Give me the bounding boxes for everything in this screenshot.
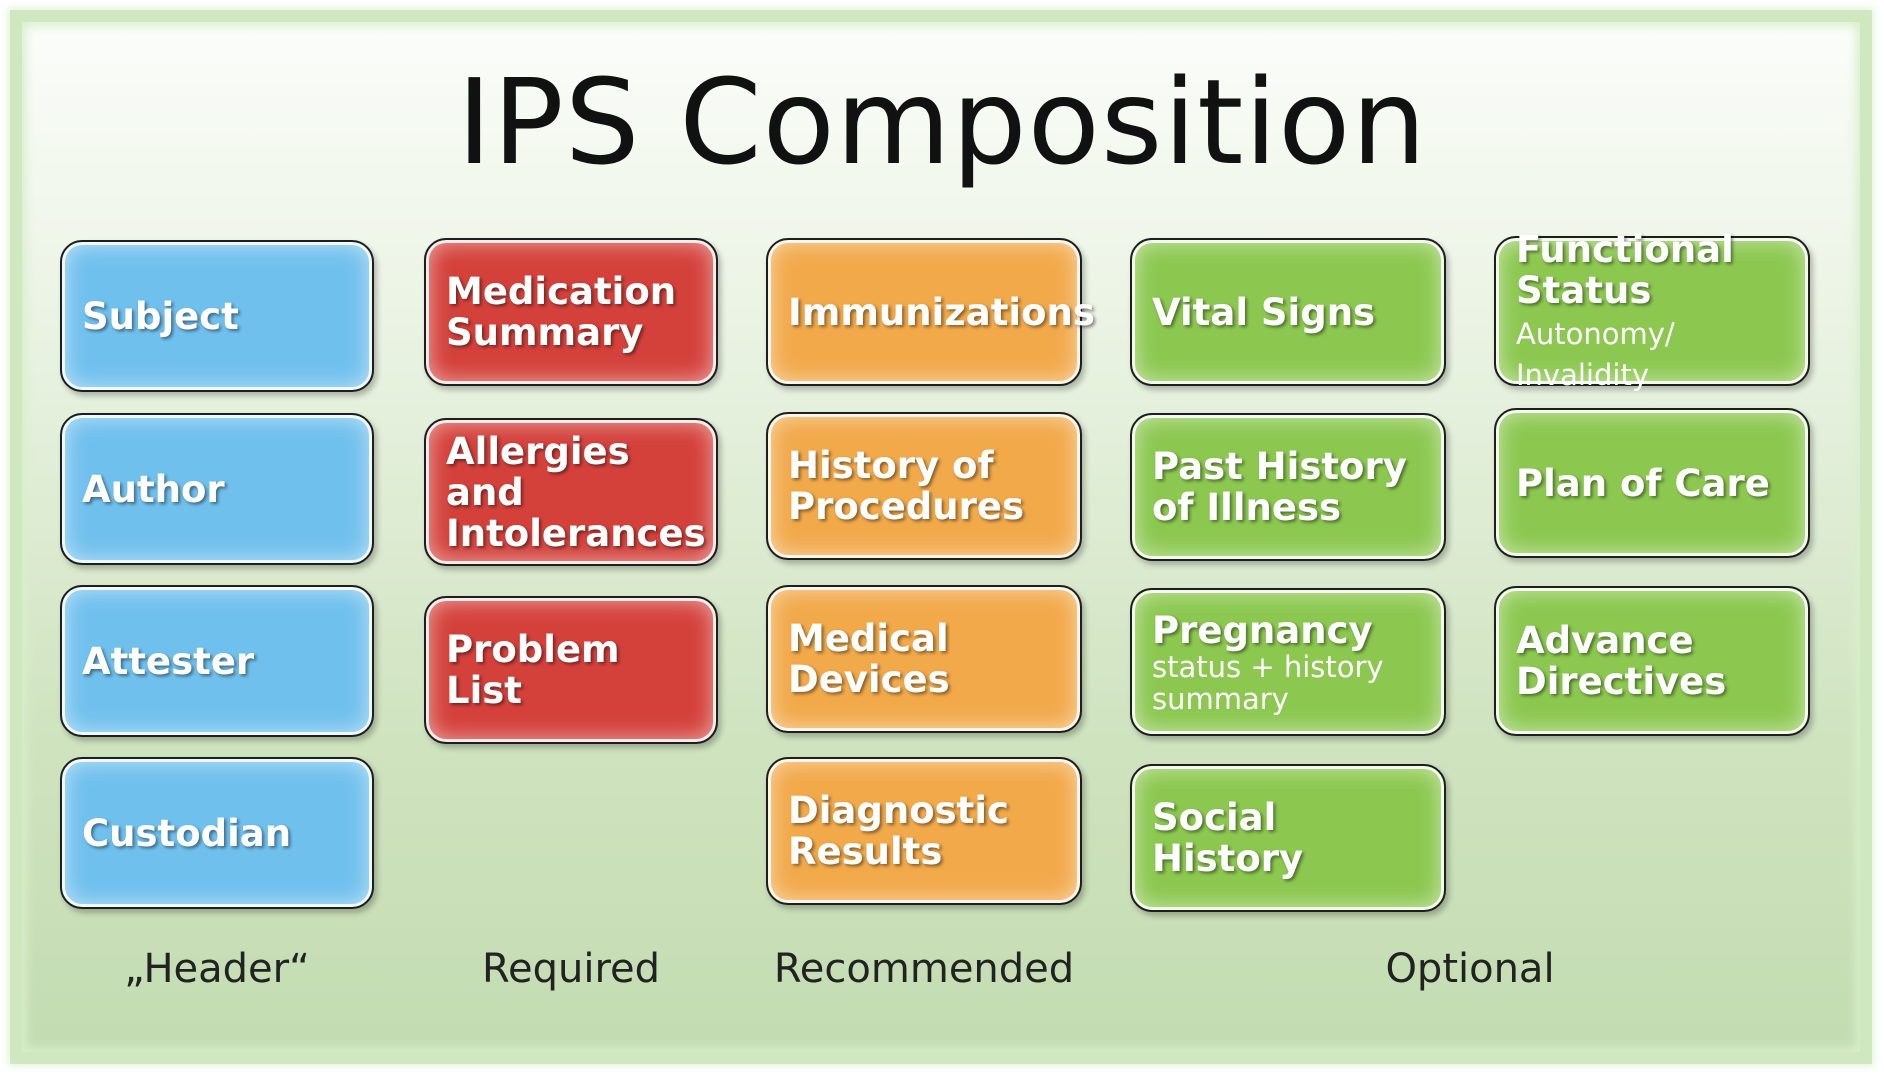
box-label: Social History [1152, 796, 1304, 880]
box-vital-signs: Vital Signs [1130, 238, 1446, 386]
label-required: Required [481, 946, 661, 992]
box-label-wrap: Functional Status Autonomy/ Invalidity [1516, 229, 1788, 393]
label-header: „Header“ [124, 946, 310, 992]
box-immunizations: Immunizations [766, 238, 1095, 386]
box-subject: Subject [60, 240, 374, 392]
box-label: Problem List [446, 628, 620, 712]
box-custodian: Custodian [60, 757, 374, 909]
box-past-history-of-illness: Past History of Illness [1130, 413, 1446, 561]
box-plan-of-care: Plan of Care [1494, 408, 1810, 558]
box-label: Pregnancy [1152, 608, 1373, 652]
box-allergies-intolerances: Allergies and Intolerances [424, 418, 718, 566]
box-diagnostic-results: Diagnostic Results [766, 757, 1082, 905]
box-label: Functional Status [1516, 228, 1734, 312]
box-label: Custodian [82, 811, 292, 855]
box-sublabel: Autonomy/ Invalidity [1516, 317, 1675, 392]
box-author: Author [60, 413, 374, 565]
box-label: Plan of Care [1516, 461, 1770, 505]
box-history-of-procedures: History of Procedures [766, 412, 1082, 560]
box-attester: Attester [60, 585, 374, 737]
box-label: Allergies and Intolerances [446, 429, 706, 555]
box-label: Medication Summary [446, 270, 677, 354]
page-title: IPS Composition [456, 53, 1428, 191]
box-label: Past History of Illness [1152, 445, 1407, 529]
box-problem-list: Problem List [424, 596, 718, 744]
box-social-history: Social History [1130, 764, 1446, 912]
box-advance-directives: Advance Directives [1494, 586, 1810, 736]
box-sublabel: status + history summary [1152, 649, 1384, 716]
box-label: Diagnostic Results [788, 789, 1009, 873]
box-medical-devices: Medical Devices [766, 585, 1082, 733]
box-pregnancy: Pregnancy status + history summary [1130, 588, 1446, 736]
box-medication-summary: Medication Summary [424, 238, 718, 386]
box-label: History of Procedures [788, 444, 1025, 528]
box-label: Author [82, 467, 225, 511]
box-label: Medical Devices [788, 617, 950, 701]
box-label: Advance Directives [1516, 619, 1727, 703]
box-label: Subject [82, 294, 239, 338]
box-label: Vital Signs [1152, 290, 1376, 334]
box-label: Attester [82, 639, 255, 683]
box-label: Immunizations [788, 290, 1095, 334]
label-optional: Optional [1385, 946, 1555, 992]
label-recommended: Recommended [773, 946, 1075, 992]
box-functional-status: Functional Status Autonomy/ Invalidity [1494, 229, 1810, 391]
